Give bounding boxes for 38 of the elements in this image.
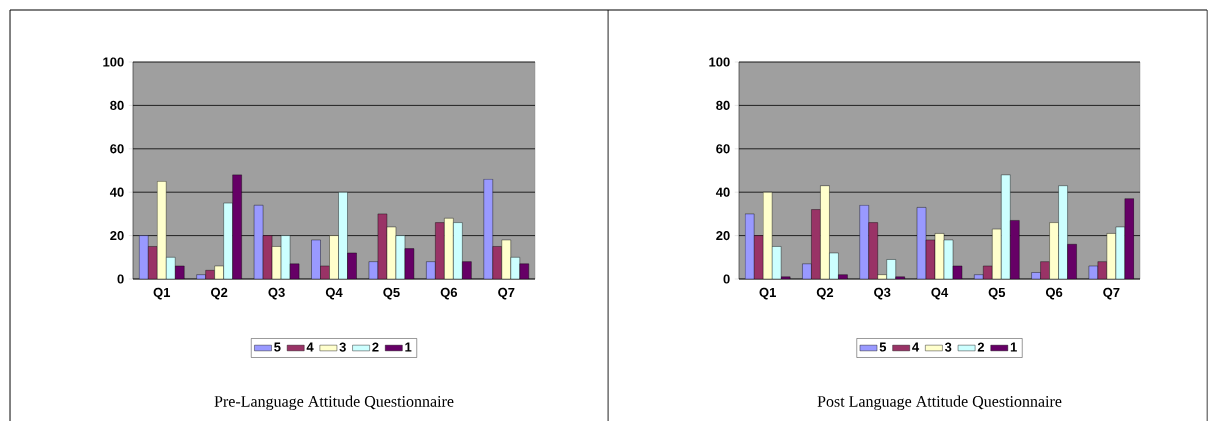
x-tick-label: Q3: [874, 288, 891, 300]
legend-label: 3: [339, 342, 346, 352]
x-tick-label: Q1: [759, 288, 776, 300]
x-tick-label: Q4: [325, 288, 343, 300]
x-tick-label: Q3: [268, 288, 285, 300]
y-tick-label: 40: [715, 187, 730, 198]
y-tick-label: 40: [109, 187, 124, 198]
x-tick-label: Q5: [383, 288, 400, 300]
legend-label: 5: [879, 342, 887, 352]
legend-label: 2: [977, 342, 985, 352]
legend-label: 1: [1010, 342, 1017, 352]
text: Pre-Language Attitude Questionnaire: [214, 395, 454, 411]
y-tick-label: 100: [103, 57, 124, 67]
x-tick-label: Q6: [440, 288, 458, 300]
text: Post Language Attitude Questionnaire: [817, 395, 1062, 411]
y-tick-label: 0: [723, 274, 730, 284]
x-tick-label: Q4: [931, 288, 949, 300]
x-tick-label: Q7: [498, 288, 515, 300]
x-tick-label: Q1: [153, 288, 171, 300]
legend-label: 4: [912, 342, 920, 352]
y-tick-label: 80: [110, 101, 124, 111]
x-tick-label: Q7: [1103, 288, 1120, 300]
y-tick-label: 20: [716, 231, 730, 241]
y-tick-label: 20: [110, 231, 124, 241]
legend-label: 2: [372, 342, 379, 352]
x-tick-label: Q6: [1045, 288, 1063, 300]
x-tick-label: Q2: [816, 288, 834, 300]
y-tick-label: 100: [709, 57, 730, 67]
legend-label: 1: [405, 342, 412, 352]
legend-label: 3: [944, 342, 952, 352]
y-tick-label: 60: [110, 144, 124, 154]
y-tick-label: 80: [716, 101, 730, 111]
x-tick-label: Q2: [211, 288, 228, 300]
y-tick-label: 0: [117, 274, 124, 284]
legend-label: 5: [274, 342, 281, 352]
x-tick-label: Q5: [988, 288, 1006, 300]
y-tick-label: 60: [716, 144, 730, 154]
legend-label: 4: [306, 342, 314, 352]
